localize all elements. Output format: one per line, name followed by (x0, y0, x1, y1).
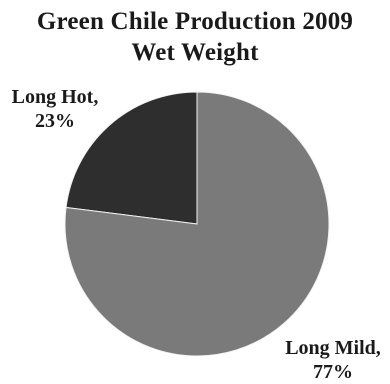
chart-title: Green Chile Production 2009 Wet Weight (0, 6, 390, 68)
slice-value-long-hot: 23% (35, 110, 75, 132)
slice-value-long-mild: 77% (313, 361, 353, 383)
slice-name-long-hot: Long Hot, (11, 86, 99, 108)
pie-slice-long-hot (65, 91, 198, 225)
chart-title-line-2: Wet Weight (131, 39, 259, 66)
slice-label-long-mild: Long Mild, 77% (278, 336, 388, 384)
pie-slice-long-mild (64, 91, 330, 357)
slice-label-long-hot: Long Hot, 23% (6, 85, 104, 133)
slice-name-long-mild: Long Mild, (285, 337, 381, 359)
chart-title-line-1: Green Chile Production 2009 (36, 8, 354, 35)
